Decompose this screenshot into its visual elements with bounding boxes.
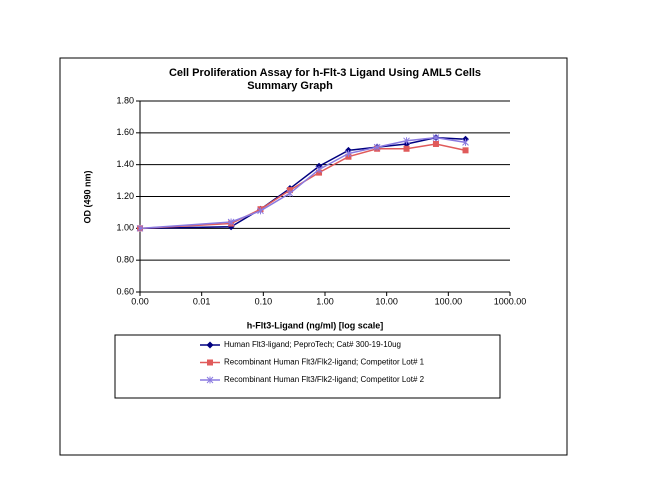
marker xyxy=(345,150,352,158)
y-tick-label: 0.80 xyxy=(116,255,134,265)
series-line xyxy=(139,136,466,230)
x-tick-label: 0.00 xyxy=(131,296,149,306)
y-tick-label: 1.80 xyxy=(116,95,134,105)
x-tick-label: 0.01 xyxy=(193,296,211,306)
marker xyxy=(403,145,410,152)
chart-title: Cell Proliferation Assay for h-Flt-3 Lig… xyxy=(169,67,481,79)
x-tick-label: 0.10 xyxy=(255,296,273,306)
marker xyxy=(286,189,294,197)
legend-label: Human Flt3-ligand; PeproTech; Cat# 300-1… xyxy=(224,340,401,349)
marker xyxy=(373,143,381,151)
x-tick-label: 1.00 xyxy=(316,296,334,306)
y-tick-label: 1.40 xyxy=(116,159,134,169)
marker xyxy=(432,140,439,147)
x-tick-label: 100.00 xyxy=(435,296,463,306)
marker xyxy=(257,207,264,215)
legend-marker xyxy=(206,341,214,349)
legend-marker xyxy=(207,359,213,366)
x-axis-label: h-Flt3-Ligand (ng/ml) [log scale] xyxy=(247,320,384,330)
marker xyxy=(136,224,144,232)
y-tick-label: 0.60 xyxy=(116,286,134,296)
marker xyxy=(462,147,469,154)
legend-label: Recombinant Human Flt3/Flk2-ligand; Comp… xyxy=(224,375,425,384)
legend-label: Recombinant Human Flt3/Flk2-ligand; Comp… xyxy=(224,358,425,367)
marker xyxy=(432,134,440,142)
legend-marker xyxy=(206,376,214,384)
series-line xyxy=(139,136,466,230)
marker xyxy=(227,218,235,226)
y-tick-label: 1.60 xyxy=(116,127,134,137)
legend-box xyxy=(114,334,501,399)
marker xyxy=(403,137,410,145)
y-tick-label: 1.00 xyxy=(116,223,134,233)
x-tick-label: 10.00 xyxy=(375,296,398,306)
marker xyxy=(462,138,469,146)
x-tick-label: 1000.00 xyxy=(494,296,527,306)
y-axis-label: OD (490 nm) xyxy=(82,170,92,223)
chart-subtitle: Summary Graph xyxy=(247,80,333,92)
y-tick-label: 1.20 xyxy=(116,191,134,201)
marker xyxy=(315,165,323,173)
